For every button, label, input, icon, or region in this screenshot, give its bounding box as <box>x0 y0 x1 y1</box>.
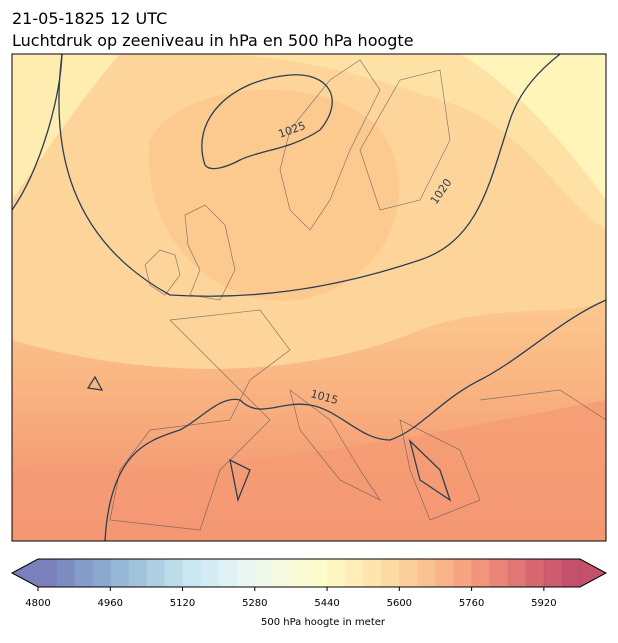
map-subtitle: Luchtdruk op zeeniveau in hPa en 500 hPa… <box>12 31 414 50</box>
colorbar-band <box>561 559 581 587</box>
colorbar-band <box>399 559 418 587</box>
colorbar-band <box>417 559 436 587</box>
coastlines <box>109 59 606 531</box>
colorbar: 4800 4960 5120 5280 5440 5600 5760 5920 <box>10 558 608 609</box>
colorbar-band <box>345 559 364 587</box>
colorbar-band <box>218 559 238 587</box>
colorbar-band <box>543 559 563 587</box>
field-lightest <box>460 54 606 200</box>
colorbar-band <box>236 559 256 587</box>
colorbar-tick-label: 5920 <box>531 598 556 609</box>
field-south-deep <box>12 400 606 541</box>
colorbar-band <box>56 559 75 587</box>
field-light <box>12 54 606 230</box>
colorbar-tick-label: 4960 <box>98 598 123 609</box>
colorbar-extend-high <box>580 559 606 587</box>
colorbar-band <box>309 559 328 587</box>
colorbar-band <box>128 559 147 587</box>
colorbar-band <box>182 559 202 587</box>
colorbar-band <box>254 559 274 587</box>
colorbar-band <box>381 559 400 587</box>
colorbar-band <box>110 559 129 587</box>
colorbar-tick-label: 5280 <box>242 598 267 609</box>
field-ridge <box>148 89 400 301</box>
colorbar-band <box>38 559 57 587</box>
colorbar-band <box>272 559 292 587</box>
colorbar-band <box>363 559 382 587</box>
colorbar-band <box>435 559 455 587</box>
colorbar-band <box>507 559 527 587</box>
colorbar-band <box>327 559 346 587</box>
colorbar-band <box>471 559 491 587</box>
colorbar-band <box>146 559 165 587</box>
isobars <box>12 54 606 541</box>
map: 1025 1020 1015 <box>12 54 606 541</box>
colorbar-tick-label: 5440 <box>314 598 339 609</box>
colorbar-band <box>74 559 93 587</box>
colorbar-band <box>453 559 473 587</box>
colorbar-band <box>290 559 310 587</box>
colorbar-outline <box>10 558 608 588</box>
map-time: 21-05-1825 12 UTC <box>12 9 167 28</box>
colorbar-tick-label: 5120 <box>170 598 195 609</box>
colorbar-band <box>200 559 220 587</box>
colorbar-band <box>164 559 184 587</box>
colorbar-band <box>525 559 545 587</box>
colorbar-tick-label: 5760 <box>459 598 484 609</box>
map-frame <box>11 53 607 542</box>
colorbar-tick-label: 5600 <box>387 598 412 609</box>
colorbar-extend-low <box>12 559 38 587</box>
colorbar-band <box>92 559 111 587</box>
field-light-west <box>12 54 120 200</box>
colorbar-tick-label: 4800 <box>25 598 50 609</box>
colorbar-label: 500 hPa hoogte in meter <box>261 617 386 628</box>
colorbar-band <box>489 559 509 587</box>
